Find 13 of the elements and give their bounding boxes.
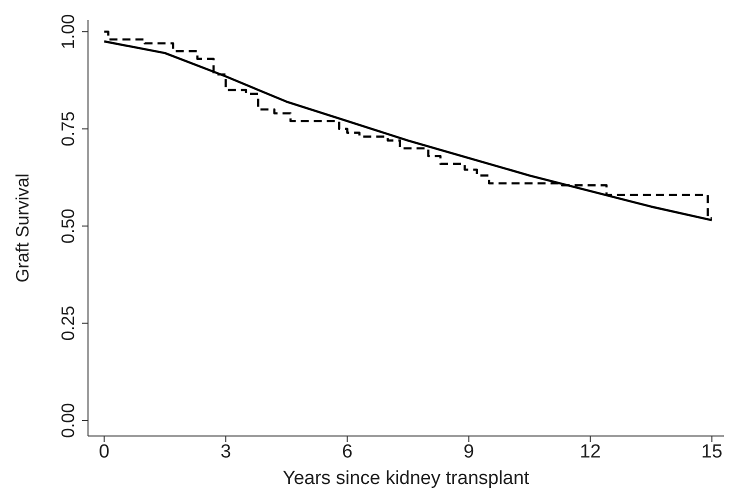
x-tick-label: 9	[464, 441, 474, 462]
y-axis-title: Graft Survival	[12, 173, 32, 283]
y-tick-label: 0.25	[58, 306, 78, 341]
x-tick-label: 6	[342, 441, 353, 462]
y-tick-label: 0.50	[58, 208, 78, 244]
y-tick-label: 0.00	[58, 402, 78, 438]
y-tick-label: 0.75	[58, 111, 78, 146]
y-tick-label: 1.00	[58, 14, 78, 50]
x-tick-label: 15	[701, 441, 722, 462]
x-tick-label: 3	[220, 441, 232, 462]
x-tick-label: 0	[98, 441, 110, 462]
x-axis-title: Years since kidney transplant	[282, 468, 530, 489]
x-tick-label: 12	[580, 441, 601, 462]
